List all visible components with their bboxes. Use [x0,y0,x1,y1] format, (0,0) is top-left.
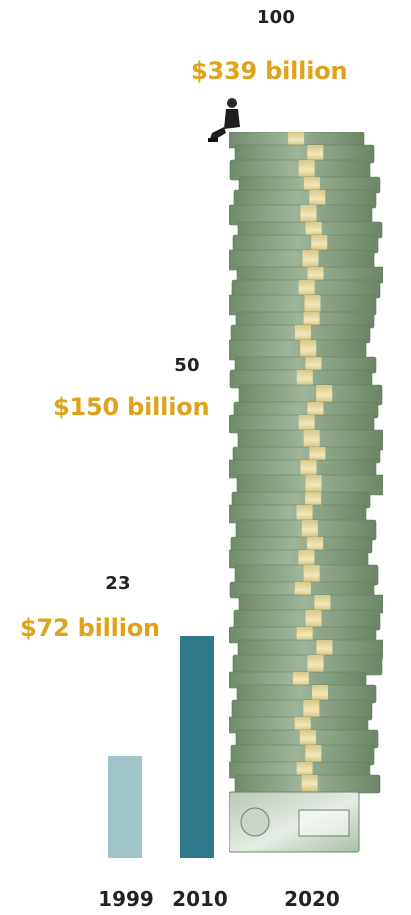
cash-band [294,582,311,598]
amount-label-2010: $150 billion [53,393,210,421]
x-tick-2020: 2020 [284,887,340,911]
cash-band [292,672,309,688]
cash-band [307,145,324,163]
cash-band [301,775,318,793]
cash-band [296,627,313,643]
bar-2010 [180,636,214,858]
cash-band [305,475,322,495]
cash-band [307,537,324,553]
cash-band [298,160,315,180]
cash-band [305,492,322,508]
cash-band [303,177,320,193]
value-label-1999: 23 [105,573,131,594]
cash-band [309,447,326,463]
cash-band [303,430,320,450]
seated-person-illustration [208,98,240,142]
cash-band [300,340,317,360]
cash-band [299,730,316,748]
amount-label-2020: $339 billion [191,57,348,85]
cash-band [298,415,315,433]
cash-band [312,685,329,703]
cash-band [309,190,326,208]
cash-band [303,312,320,328]
cash-band [305,222,322,238]
cash-band [316,385,333,405]
cash-band [311,235,328,253]
cash-band [294,717,311,733]
cash-band [316,640,333,658]
cash-band [305,745,322,765]
cash-band [298,280,315,298]
cash-band [303,565,320,585]
cash-band [301,520,318,540]
cash-band [302,250,319,270]
cash-band [298,550,315,568]
cash-band [296,370,313,388]
cash-band [304,295,321,315]
cash-band [296,762,313,778]
cash-band [288,132,305,148]
cash-band [307,655,324,675]
amount-label-1999: $72 billion [20,614,160,642]
value-label-2010: 50 [174,355,200,376]
value-label-2020: 100 [256,7,296,28]
cash-band [300,205,317,225]
cash-band [296,505,313,523]
cash-band [314,595,331,613]
cash-stack-illustration [229,132,383,853]
cash-band [305,357,322,373]
cash-band [294,325,311,343]
cash-band [305,610,322,630]
cash-band [303,700,320,720]
cash-band [307,402,324,418]
cash-band [300,460,317,478]
cash-band [307,267,324,283]
front-banknote [229,791,360,853]
bar-1999 [108,756,142,858]
x-tick-2010: 2010 [172,887,228,911]
x-tick-1999: 1999 [98,887,154,911]
